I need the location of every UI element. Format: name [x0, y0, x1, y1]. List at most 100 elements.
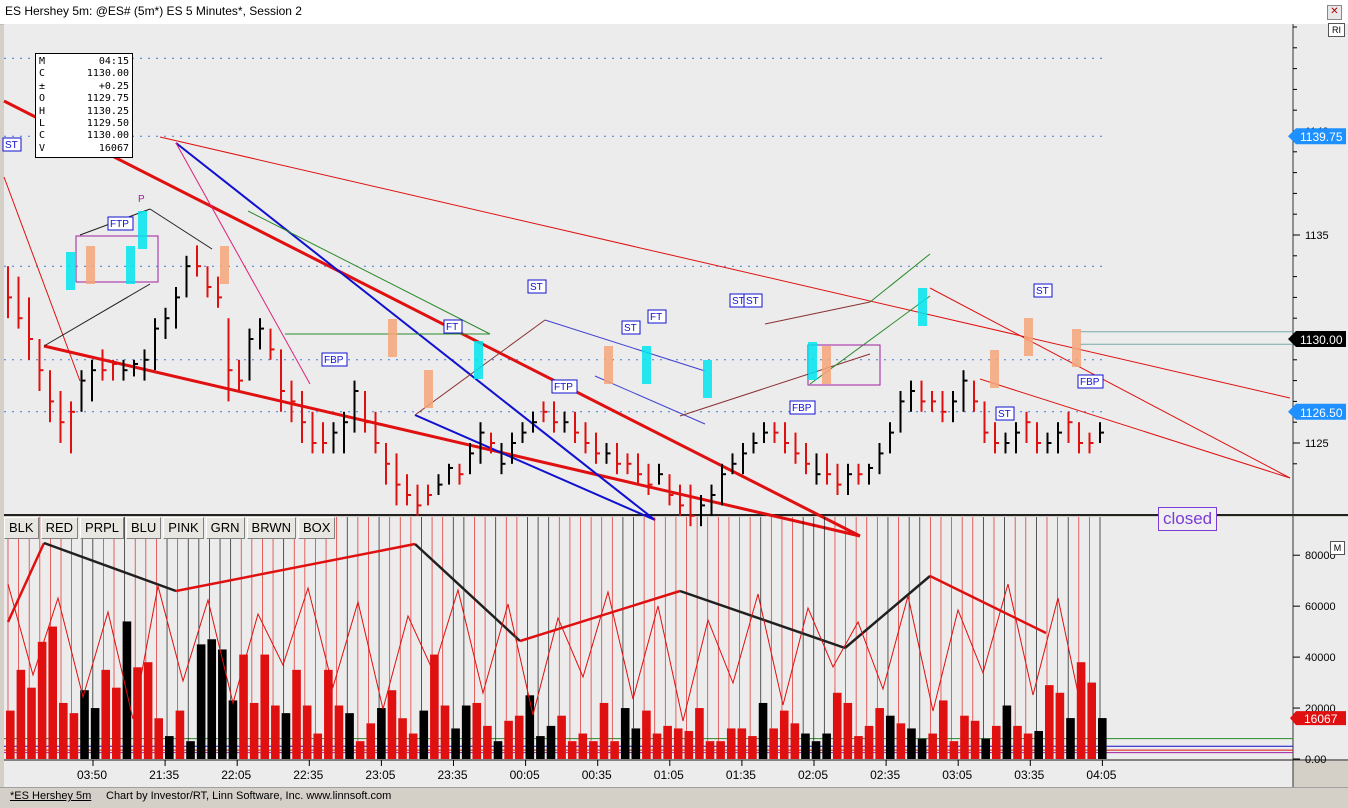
- window-title: ES Hershey 5m: @ES# (5m*) ES 5 Minutes*,…: [5, 4, 302, 18]
- volume-pane-scale-toggle[interactable]: M: [1330, 541, 1345, 555]
- signal-label: FBP: [792, 403, 812, 414]
- time-tick-label: 01:35: [726, 768, 756, 782]
- highlight-cyan: [66, 252, 75, 290]
- ohlc-key: H: [39, 105, 46, 117]
- volume-bar: [101, 669, 111, 759]
- volume-bar: [832, 692, 842, 759]
- volume-bar: [589, 741, 598, 759]
- highlight-orange: [990, 350, 999, 388]
- volume-tick-label: 40000: [1305, 652, 1336, 664]
- volume-bar: [557, 715, 566, 759]
- volume-bar: [652, 733, 662, 759]
- signal-label-box: [551, 379, 578, 394]
- color-button-blu[interactable]: BLU: [126, 517, 162, 539]
- trendline: [869, 253, 931, 303]
- color-button-pink[interactable]: PINK: [163, 517, 204, 539]
- volume-bar: [811, 741, 821, 759]
- signal-label-box: [743, 293, 763, 308]
- time-tick-label: 23:05: [365, 768, 395, 782]
- chart-tab[interactable]: *ES Hershey 5m: [10, 790, 92, 802]
- ohlc-row: ± +0.25: [39, 81, 129, 93]
- color-button-prpl[interactable]: PRPL: [80, 517, 124, 539]
- color-button-brwn[interactable]: BRWN: [246, 517, 297, 539]
- highlight-orange: [822, 346, 831, 384]
- volume-bar: [642, 710, 651, 759]
- highlight-orange: [1072, 329, 1081, 367]
- volume-bar: [90, 708, 100, 759]
- time-tick-label: 03:05: [942, 768, 972, 782]
- ohlc-info-box: M 04:15 C 1130.00 ± +0.25 O 1129.75 H 1130.25 L 112…: [35, 53, 133, 159]
- volume-bar: [790, 723, 800, 759]
- volume-bar: [387, 690, 397, 759]
- price-pane-scale-toggle[interactable]: RI: [1328, 23, 1345, 37]
- signal-label: ST: [530, 282, 543, 293]
- zigzag-arrow: [519, 589, 681, 643]
- volume-bar: [218, 649, 227, 759]
- pattern-box: [75, 235, 159, 283]
- color-button-grn[interactable]: GRN: [205, 517, 245, 539]
- volume-bar: [302, 705, 312, 759]
- volume-bar: [769, 728, 778, 759]
- ohlc-value: 16067: [98, 142, 129, 154]
- color-button-red[interactable]: RED: [40, 517, 79, 539]
- signal-label: ST: [1036, 286, 1049, 297]
- volume-bar: [239, 654, 248, 759]
- volume-zigzag-thin: [7, 583, 1084, 722]
- ohlc-key: L: [39, 118, 46, 130]
- volume-bar: [37, 641, 47, 759]
- volume-bar: [48, 626, 58, 759]
- volume-bar: [928, 733, 937, 759]
- highlight-cyan: [126, 246, 135, 284]
- ohlc-row: L 1129.50: [39, 118, 129, 130]
- time-tick-label: 02:35: [870, 768, 900, 782]
- volume-bar: [1087, 682, 1096, 759]
- price-tick-label: 1125: [1305, 438, 1329, 450]
- volume-bar: [843, 702, 853, 759]
- color-button-blk[interactable]: BLK: [4, 517, 39, 539]
- volume-bar: [705, 741, 715, 759]
- price-marker-badge: [1288, 331, 1346, 347]
- ohlc-row: C 1130.00: [39, 130, 129, 142]
- volume-bar: [748, 736, 757, 759]
- volume-bar: [196, 644, 206, 759]
- ohlc-row: V 16067: [39, 143, 129, 155]
- status-bar: *ES Hershey 5m Chart by Investor/RT, Lin…: [0, 787, 1348, 808]
- color-button-box[interactable]: BOX: [298, 517, 336, 539]
- volume-bar: [59, 702, 68, 759]
- volume-bar: [249, 702, 259, 759]
- ohlc-key: V: [39, 142, 46, 154]
- volume-bar: [599, 702, 609, 759]
- highlight-orange: [388, 319, 397, 357]
- volume-bar: [398, 718, 407, 759]
- time-tick-label: 01:05: [654, 768, 684, 782]
- volume-bar: [610, 741, 619, 759]
- ohlc-key: C: [39, 130, 46, 142]
- time-tick-label: 02:05: [798, 768, 828, 782]
- volume-bar: [451, 728, 460, 759]
- volume-last-badge: [1290, 711, 1346, 726]
- ohlc-value: 1129.50: [86, 118, 129, 130]
- volume-bar: [1076, 662, 1086, 759]
- volume-bar: [917, 738, 927, 759]
- volume-bar: [377, 708, 386, 759]
- price-marker-label: 1126.50: [1300, 406, 1343, 420]
- volume-bar: [695, 708, 704, 759]
- highlight-cyan: [474, 341, 483, 379]
- highlight-cyan: [138, 211, 147, 249]
- price-tick-label: 1135: [1305, 230, 1329, 242]
- pivot-label: P: [138, 194, 145, 205]
- time-axis-bg: [4, 761, 1293, 787]
- price-marker-badge: [1288, 403, 1346, 420]
- time-tick-label: 21:35: [149, 768, 179, 782]
- ohlc-row: C 1130.00: [39, 68, 129, 80]
- ohlc-value: 1130.00: [86, 68, 129, 80]
- time-tick-label: 00:05: [510, 768, 540, 782]
- volume-bar: [960, 715, 969, 759]
- close-icon[interactable]: ✕: [1327, 5, 1342, 20]
- volume-bar: [525, 695, 535, 759]
- volume-bar: [408, 733, 418, 759]
- ohlc-value: 1130.25: [86, 105, 129, 117]
- volume-bar: [938, 700, 948, 759]
- time-tick-label: 22:05: [221, 768, 251, 782]
- signal-label: FT: [650, 312, 662, 323]
